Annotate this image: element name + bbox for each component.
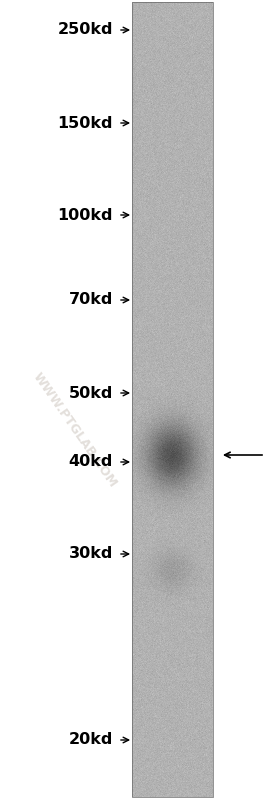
Text: 20kd: 20kd	[69, 733, 113, 748]
Text: WWW.PTGLAB.COM: WWW.PTGLAB.COM	[31, 370, 120, 490]
Text: 40kd: 40kd	[69, 455, 113, 470]
Text: 70kd: 70kd	[69, 292, 113, 308]
Text: 30kd: 30kd	[69, 547, 113, 562]
Text: 150kd: 150kd	[57, 116, 113, 130]
Bar	[132, 2, 213, 797]
Text: 250kd: 250kd	[57, 22, 113, 38]
Text: 100kd: 100kd	[57, 208, 113, 222]
Text: 50kd: 50kd	[69, 385, 113, 400]
